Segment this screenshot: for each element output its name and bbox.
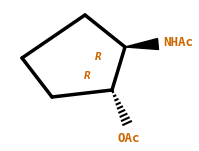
Polygon shape [125,39,158,50]
Text: R: R [84,71,90,81]
Text: NHAc: NHAc [163,37,193,50]
Text: R: R [95,52,101,62]
Text: OAc: OAc [118,132,140,145]
